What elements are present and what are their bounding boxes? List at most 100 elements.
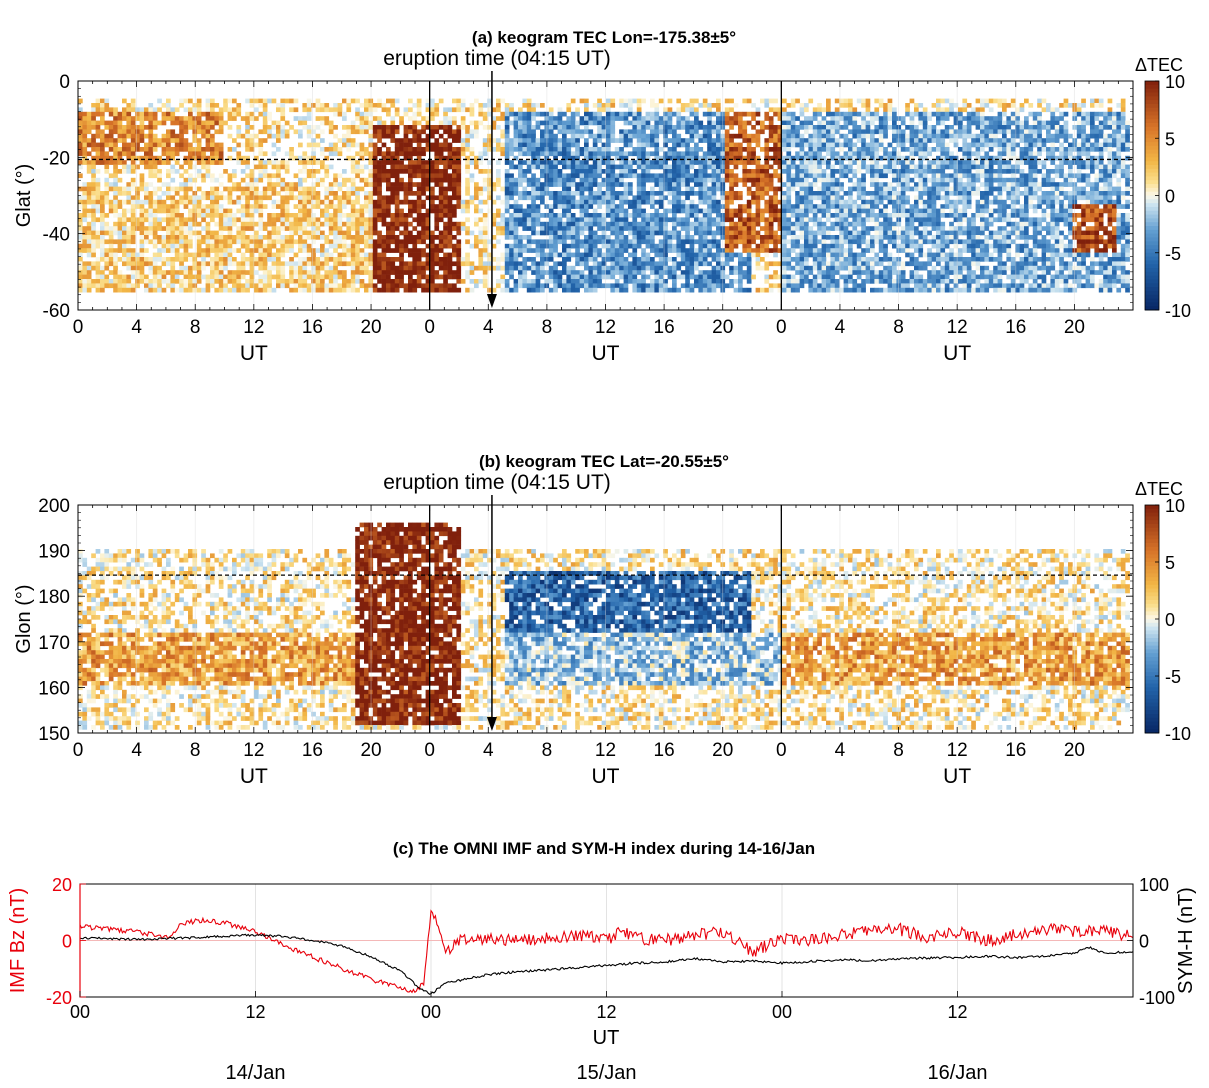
heat-cell xyxy=(280,270,286,275)
heat-cell xyxy=(698,169,704,174)
heat-cell xyxy=(628,204,633,209)
heat-cell xyxy=(148,169,154,174)
heat-cell xyxy=(579,257,585,262)
heat-cell xyxy=(584,182,589,187)
heat-cell xyxy=(601,116,607,121)
heat-cell xyxy=(412,164,418,170)
heat-cell xyxy=(504,204,510,209)
heat-cell xyxy=(227,287,233,293)
heat-cell xyxy=(663,169,668,174)
heat-cell xyxy=(249,147,255,152)
heat-cell xyxy=(707,287,712,293)
heat-cell xyxy=(421,199,426,205)
heat-cell xyxy=(614,257,620,262)
heat-cell xyxy=(610,120,616,126)
heat-cell xyxy=(130,239,136,245)
heat-cell xyxy=(174,235,180,240)
heat-cell xyxy=(276,230,281,236)
heat-cell xyxy=(130,226,136,231)
heat-cell xyxy=(333,279,338,284)
heat-cell xyxy=(205,208,211,214)
heat-cell xyxy=(148,182,154,187)
heat-cell xyxy=(711,177,717,183)
heat-cell xyxy=(254,279,259,284)
heat-cell xyxy=(474,191,479,196)
heat-cell xyxy=(78,147,83,152)
heat-cell xyxy=(166,279,171,284)
heat-cell xyxy=(430,160,435,165)
heat-cell xyxy=(372,173,378,179)
heat-cell xyxy=(86,160,92,165)
heat-cell xyxy=(579,177,585,183)
heat-cell xyxy=(117,151,123,157)
heat-cell xyxy=(562,111,567,117)
heat-cell xyxy=(733,173,739,179)
heat-cell xyxy=(553,235,558,240)
heat-cell xyxy=(205,195,211,201)
heat-cell xyxy=(113,120,118,126)
heat-cell xyxy=(509,217,514,223)
heat-cell xyxy=(82,155,88,161)
heat-cell xyxy=(702,129,708,135)
heat-cell xyxy=(663,160,668,165)
heat-cell xyxy=(606,160,611,165)
heat-cell xyxy=(667,151,673,157)
heat-cell xyxy=(522,195,528,201)
heat-cell xyxy=(676,138,682,143)
heat-cell xyxy=(575,142,580,148)
heat-cell xyxy=(610,265,616,271)
heat-cell xyxy=(311,186,316,192)
heat-cell xyxy=(702,169,708,174)
heat-cell xyxy=(716,173,721,179)
heat-cell xyxy=(399,265,404,271)
heat-cell xyxy=(293,155,299,161)
heat-cell xyxy=(245,133,250,139)
heat-cell xyxy=(570,213,576,218)
heat-cell xyxy=(672,283,677,289)
heat-cell xyxy=(694,125,699,130)
heat-cell xyxy=(562,287,567,293)
heat-cell xyxy=(86,274,92,280)
heat-cell xyxy=(584,173,589,179)
heat-cell xyxy=(161,111,167,117)
heat-cell xyxy=(685,274,690,280)
heat-cell xyxy=(557,191,563,196)
heat-cell xyxy=(183,252,189,258)
heat-cell xyxy=(126,103,132,108)
heat-cell xyxy=(130,283,136,289)
heat-cell xyxy=(306,230,312,236)
heat-cell xyxy=(126,283,132,289)
heat-cell xyxy=(210,274,215,280)
heat-cell xyxy=(465,107,470,113)
heat-cell xyxy=(311,221,316,227)
heat-cell xyxy=(386,283,391,289)
heat-cell xyxy=(592,208,598,214)
heat-cell xyxy=(214,221,220,227)
heat-cell xyxy=(650,111,655,117)
heat-cell xyxy=(113,177,118,183)
heat-cell xyxy=(113,164,118,170)
heat-cell xyxy=(575,138,580,143)
heat-cell xyxy=(166,213,171,218)
heat-cell xyxy=(456,160,462,165)
heat-cell xyxy=(139,138,145,143)
heat-cell xyxy=(315,142,321,148)
heat-cell xyxy=(108,107,114,113)
heat-cell xyxy=(632,208,638,214)
heat-cell xyxy=(601,129,607,135)
heat-cell xyxy=(443,186,448,192)
heat-cell xyxy=(328,182,334,187)
heat-cell xyxy=(157,204,162,209)
heat-cell xyxy=(496,213,501,218)
heat-cell xyxy=(386,221,391,227)
heat-cell xyxy=(588,274,594,280)
heat-cell xyxy=(658,98,664,104)
heat-cell xyxy=(540,248,545,253)
heat-cell xyxy=(623,226,629,231)
heat-cell xyxy=(328,191,334,196)
heat-cell xyxy=(78,151,83,157)
heat-cell xyxy=(214,274,220,280)
heat-cell xyxy=(333,208,338,214)
heat-cell xyxy=(570,151,576,157)
heat-cell xyxy=(650,191,655,196)
